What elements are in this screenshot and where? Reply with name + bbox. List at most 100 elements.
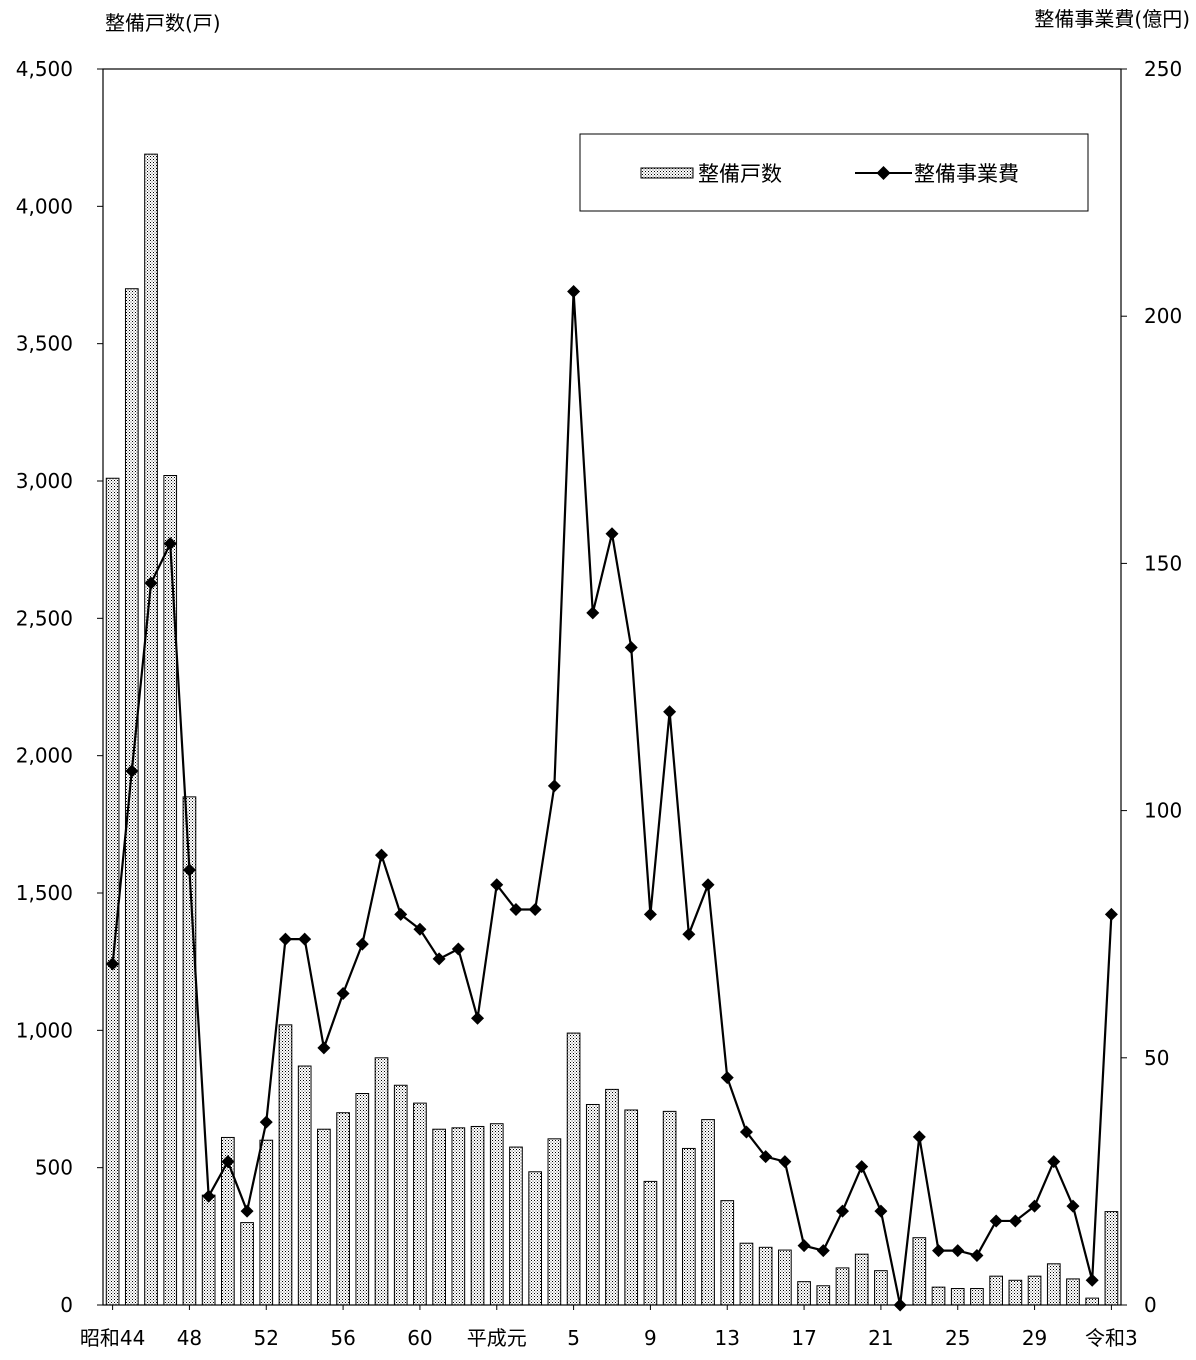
line-point <box>663 705 677 719</box>
bar <box>470 1125 485 1306</box>
line-point <box>451 942 465 956</box>
bar <box>854 1253 869 1306</box>
y-left-tick-label: 1,500 <box>16 881 73 905</box>
y-right-axis-title: 整備事業費(億円) <box>1034 7 1190 31</box>
x-tick-label: 平成元 <box>467 1326 527 1350</box>
x-tick-label: 令和3 <box>1085 1326 1138 1350</box>
line-point <box>816 1244 830 1258</box>
line-point <box>624 640 638 654</box>
x-tick-label: 52 <box>254 1326 279 1350</box>
y-left-tick-label: 3,500 <box>16 332 73 356</box>
bar <box>950 1288 965 1306</box>
x-tick-label: 48 <box>177 1326 202 1350</box>
line-point <box>106 957 120 971</box>
y-right-tick-label: 200 <box>1144 304 1182 328</box>
legend: 整備戸数 整備事業費 <box>579 133 1089 212</box>
line-point <box>778 1155 792 1169</box>
line-point <box>951 1244 965 1258</box>
plot-frame <box>102 68 1122 1306</box>
line-point <box>336 987 350 1001</box>
x-tick-label: 9 <box>644 1326 657 1350</box>
x-tick-label: 13 <box>715 1326 740 1350</box>
line-point <box>855 1160 869 1174</box>
line-point <box>221 1155 235 1169</box>
bar <box>124 288 139 1306</box>
bar <box>528 1171 543 1306</box>
bar <box>105 477 120 1306</box>
x-tick-label: 60 <box>407 1326 432 1350</box>
bar <box>797 1281 811 1306</box>
bar <box>681 1147 696 1306</box>
y-left-tick-label: 4,500 <box>16 57 73 81</box>
bar-series-layer <box>105 153 1119 1306</box>
line-point <box>1008 1214 1022 1228</box>
bar <box>297 1065 312 1306</box>
line-point <box>490 878 504 892</box>
bar <box>701 1119 715 1306</box>
bar <box>489 1123 504 1306</box>
line-series-layer <box>106 284 1118 1312</box>
bar <box>432 1128 446 1306</box>
line-point <box>759 1150 773 1164</box>
bar <box>509 1146 523 1306</box>
bar <box>240 1222 254 1306</box>
line-point <box>394 907 408 921</box>
line-point <box>643 907 657 921</box>
y-right-tick-label: 150 <box>1144 551 1182 575</box>
bar <box>1027 1275 1042 1306</box>
line-point <box>278 932 292 946</box>
y-left-tick-label: 2,000 <box>16 744 73 768</box>
bar <box>355 1093 370 1306</box>
line-point <box>298 932 312 946</box>
bar <box>1085 1297 1100 1306</box>
x-tick-label: 21 <box>868 1326 893 1350</box>
line-point <box>1066 1199 1080 1213</box>
bar <box>566 1032 581 1306</box>
line-point <box>163 537 177 551</box>
line-point <box>509 902 523 916</box>
bar <box>547 1138 562 1306</box>
bar <box>201 1194 216 1306</box>
line-point <box>797 1239 811 1253</box>
legend-bar-label: 整備戸数 <box>698 162 782 186</box>
legend-line-marker <box>876 166 891 180</box>
line-point <box>1047 1155 1061 1169</box>
y-right-tick-label: 250 <box>1144 57 1182 81</box>
bar <box>758 1246 773 1306</box>
y-left-tick-label: 2,500 <box>16 606 73 630</box>
bar <box>144 153 158 1306</box>
line-point <box>471 1011 485 1025</box>
line-point <box>701 878 715 892</box>
line-point <box>432 952 446 966</box>
bar <box>624 1109 639 1306</box>
line-point <box>202 1189 216 1203</box>
line-point <box>547 779 561 793</box>
y-right-tick-label: 0 <box>1144 1293 1157 1317</box>
x-tick-label: 5 <box>567 1326 580 1350</box>
line-point <box>125 764 139 778</box>
y-right-tick-label: 100 <box>1144 799 1182 823</box>
bar <box>163 475 178 1306</box>
bar <box>931 1286 946 1306</box>
line-point <box>355 937 369 951</box>
bar <box>989 1275 1003 1306</box>
bar <box>778 1249 792 1306</box>
line-point <box>720 1071 734 1085</box>
line-point <box>586 606 600 620</box>
line-point <box>874 1204 888 1218</box>
legend-bar-swatch <box>640 167 694 179</box>
x-tick-label: 56 <box>330 1326 355 1350</box>
bar <box>451 1127 466 1306</box>
line-point <box>989 1214 1003 1228</box>
line-point <box>413 922 427 936</box>
line-point <box>240 1204 254 1218</box>
line-point <box>739 1125 753 1139</box>
bar <box>259 1139 274 1306</box>
line-point <box>605 527 619 541</box>
bar <box>643 1180 658 1306</box>
y-left-tick-label: 500 <box>35 1156 73 1180</box>
bar <box>317 1128 331 1306</box>
axes-layer: 05001,0001,5002,0002,5003,0003,5004,0004… <box>16 57 1182 1350</box>
